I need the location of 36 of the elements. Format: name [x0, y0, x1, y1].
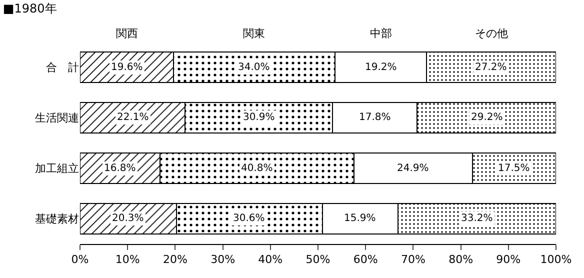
x-tick-label: 70%	[400, 253, 426, 266]
x-tick-label: 50%	[306, 253, 330, 266]
data-label: 34.0%	[238, 62, 270, 73]
series-label: その他	[475, 27, 508, 40]
x-tick-label: 0%	[71, 253, 89, 266]
chart-title: ■1980年	[2, 2, 57, 16]
data-label: 17.8%	[359, 112, 391, 123]
x-tick-label: 20%	[162, 253, 188, 266]
data-label: 30.9%	[243, 112, 275, 123]
data-label: 33.2%	[461, 213, 493, 224]
series-label: 中部	[370, 27, 392, 40]
data-label: 29.2%	[471, 112, 503, 123]
x-tick-label: 10%	[115, 253, 140, 266]
data-label: 20.3%	[112, 213, 144, 224]
y-tick-label: 合 計	[46, 61, 79, 74]
x-tick-label: 90%	[496, 253, 521, 266]
x-tick-label: 60%	[353, 253, 378, 266]
series-label: 関東	[243, 27, 265, 40]
data-label: 15.9%	[344, 213, 376, 224]
data-label: 40.8%	[241, 163, 273, 174]
y-tick-label: 生活関連	[35, 112, 79, 125]
x-tick-label: 40%	[258, 253, 283, 266]
data-label: 17.5%	[498, 163, 530, 174]
series-label: 関西	[116, 27, 138, 40]
data-label: 30.6%	[233, 213, 265, 224]
data-label: 24.9%	[397, 163, 429, 174]
data-label: 22.1%	[117, 112, 149, 123]
x-tick-label: 80%	[448, 253, 474, 266]
x-tick-label: 30%	[210, 253, 236, 266]
y-tick-label: 加工組立	[35, 162, 79, 176]
y-tick-label: 基礎素材	[35, 212, 79, 226]
data-label: 19.2%	[365, 62, 397, 73]
data-label: 27.2%	[475, 62, 507, 73]
data-label: 19.6%	[111, 62, 143, 73]
data-label: 16.8%	[104, 163, 136, 174]
x-tick-label: 100%	[540, 253, 572, 266]
